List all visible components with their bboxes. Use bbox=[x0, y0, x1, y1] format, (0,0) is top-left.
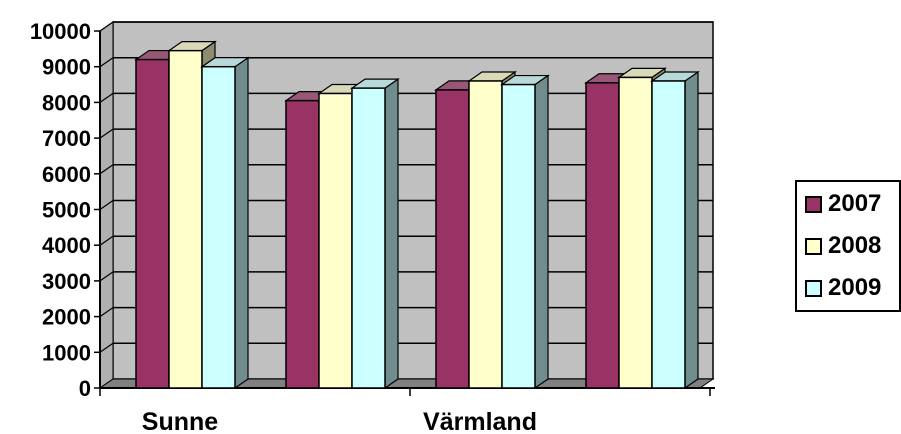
bar-2009-2 bbox=[500, 74, 550, 390]
x-tick-label: Sunne bbox=[142, 408, 218, 434]
bar-front bbox=[585, 82, 620, 389]
legend-item-2007: 2007 bbox=[805, 190, 881, 218]
bar-front bbox=[501, 83, 536, 389]
y-tick-label: 10000 bbox=[30, 19, 91, 44]
gridline-depth bbox=[99, 21, 114, 32]
legend-label-2009: 2009 bbox=[828, 274, 882, 301]
legend-swatch-2008 bbox=[805, 237, 822, 255]
y-tick-label: 7000 bbox=[42, 126, 91, 151]
bar-front bbox=[618, 76, 653, 389]
legend-item-2009: 2009 bbox=[805, 274, 881, 302]
legend-swatch-2009 bbox=[805, 279, 822, 297]
x-tick-label: Värmland bbox=[423, 408, 537, 434]
y-tick-label: 0 bbox=[79, 376, 91, 401]
y-tick-label: 6000 bbox=[42, 162, 91, 187]
bar-2009-0 bbox=[200, 56, 250, 390]
y-tick-label: 1000 bbox=[42, 340, 91, 365]
bar-front bbox=[318, 92, 353, 389]
bar-front bbox=[135, 58, 170, 389]
legend-item-2008: 2008 bbox=[805, 232, 881, 260]
bar-side bbox=[684, 70, 699, 390]
y-tick-label: 9000 bbox=[42, 55, 91, 80]
bar-front bbox=[651, 80, 686, 389]
gridline-depth bbox=[99, 342, 114, 353]
gridline-depth bbox=[99, 271, 114, 282]
bar-front bbox=[168, 49, 203, 389]
y-tick-label: 2000 bbox=[42, 305, 91, 330]
bar-front bbox=[285, 99, 320, 389]
legend: 2007 2008 2009 bbox=[795, 180, 901, 312]
gridline-depth bbox=[99, 57, 114, 68]
gridline-depth bbox=[99, 200, 114, 210]
y-tick-label: 8000 bbox=[42, 90, 91, 115]
gridline-depth bbox=[99, 307, 114, 318]
axis-labels: 0 1000 2000 3000 4000 5000 6000 7000 8000 9000 100… bbox=[30, 19, 537, 434]
bar-front bbox=[468, 80, 503, 389]
bar-2009-1 bbox=[350, 77, 400, 390]
y-tick-label: 4000 bbox=[42, 233, 91, 258]
bar-side bbox=[234, 56, 249, 390]
bar-front bbox=[201, 65, 236, 389]
gridline-depth bbox=[99, 235, 114, 246]
y-tick-label: 3000 bbox=[42, 269, 91, 294]
gridline-depth bbox=[99, 92, 114, 103]
legend-swatch-2007 bbox=[805, 195, 822, 213]
bar-front bbox=[435, 89, 470, 389]
legend-label-2007: 2007 bbox=[828, 190, 882, 217]
gridline-depth bbox=[99, 164, 114, 175]
y-tick-label: 5000 bbox=[42, 198, 91, 223]
legend-label-2008: 2008 bbox=[828, 232, 882, 259]
bars bbox=[134, 40, 700, 390]
bar-side bbox=[534, 74, 549, 390]
gridline-depth bbox=[99, 128, 114, 139]
bar-front bbox=[351, 87, 386, 389]
bar-2009-3 bbox=[650, 70, 700, 390]
bar-side bbox=[384, 77, 399, 390]
